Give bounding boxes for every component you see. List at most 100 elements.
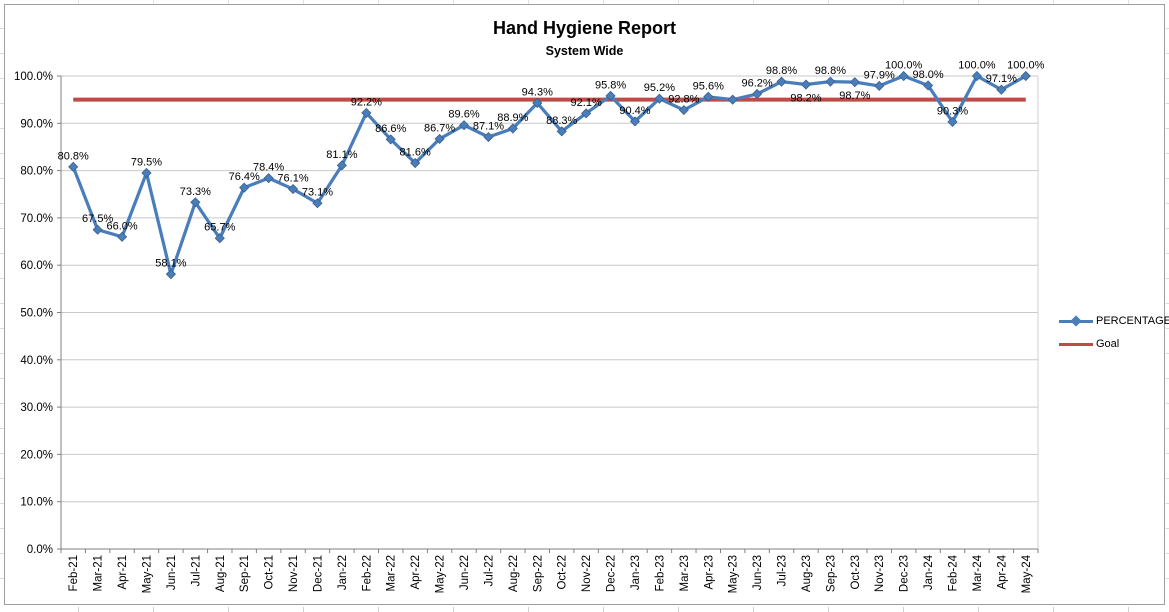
data-point-marker [996, 84, 1007, 95]
data-point-marker [776, 76, 787, 87]
data-point-marker [287, 183, 299, 195]
data-point-marker [874, 80, 885, 91]
data-point-marker [923, 80, 934, 91]
data-point-marker [849, 77, 860, 88]
data-label: 98.0% [912, 69, 943, 81]
data-label: 100.0% [958, 60, 996, 72]
x-axis-label: Feb-22 [361, 555, 373, 591]
data-label: 88.9% [497, 112, 528, 124]
data-label: 66.0% [106, 220, 137, 232]
data-label: 76.1% [277, 173, 308, 185]
legend-item-percentage[interactable]: PERCENTAGE [1059, 314, 1169, 328]
data-point-marker [116, 231, 128, 242]
data-label: 73.1% [302, 187, 333, 199]
data-label: 92.1% [571, 97, 602, 109]
spreadsheet-gridline-stubs-right [1166, 4, 1169, 602]
x-axis-label: Dec-22 [606, 555, 618, 592]
chart-legend: PERCENTAGE Goal [1059, 314, 1169, 351]
data-point-marker [165, 269, 176, 280]
chart-area[interactable]: Hand Hygiene Report System Wide 0.0% 10.0… [4, 4, 1169, 605]
data-point-marker [410, 157, 421, 169]
data-label: 79.5% [131, 156, 162, 168]
x-axis-label: Jun-22 [459, 555, 471, 590]
legend-label-percentage: PERCENTAGE [1096, 315, 1169, 327]
x-axis-label: May-21 [141, 555, 153, 593]
x-axis-label: Mar-21 [93, 555, 105, 591]
x-axis-label: Jul-23 [777, 555, 789, 586]
data-label: 87.1% [473, 121, 504, 133]
x-axis-label: Dec-21 [312, 555, 324, 592]
data-point-marker [336, 160, 347, 171]
data-point-marker [239, 182, 250, 193]
data-label: 94.3% [522, 86, 553, 98]
data-label: 92.8% [668, 94, 699, 106]
legend-label-goal: Goal [1096, 338, 1120, 350]
x-axis-label: Jan-23 [630, 555, 642, 590]
data-label: 78.4% [253, 162, 284, 174]
x-axis-label: Sep-21 [239, 555, 251, 592]
data-label: 81.1% [326, 149, 357, 161]
x-axis-label: Jul-21 [190, 555, 202, 586]
legend-item-goal[interactable]: Goal [1059, 337, 1167, 351]
data-label: 76.4% [229, 171, 260, 183]
x-axis-label: Apr-22 [410, 555, 422, 590]
x-axis-label: May-23 [728, 555, 740, 593]
plot-canvas: 0.0% 10.0% 20.0% 30.0% 40.0% 50.0% 60.0% 70.0% 8… [14, 60, 1045, 594]
data-point-marker [654, 93, 665, 104]
x-axis-label: Feb-21 [68, 555, 80, 591]
x-axis-label: Apr-23 [703, 555, 715, 590]
y-axis-label: 0.0% [27, 544, 53, 556]
data-point-marker [752, 88, 763, 100]
x-axis-label: Dec-23 [899, 555, 911, 592]
data-point-marker [507, 123, 518, 134]
chart-title: Hand Hygiene Report [492, 18, 677, 38]
data-label: 100.0% [1007, 60, 1045, 72]
data-label: 89.6% [448, 109, 479, 121]
data-label: 67.5% [82, 213, 113, 225]
x-axis-label: Oct-22 [557, 555, 569, 590]
data-point-marker [190, 197, 201, 208]
x-axis-label: Nov-22 [581, 555, 593, 592]
y-axis-label: 70.0% [20, 213, 53, 225]
spreadsheet-gridline-stubs-top [4, 0, 1166, 4]
x-axis-label: Aug-21 [215, 555, 227, 592]
data-point-marker [483, 131, 494, 143]
data-point-marker [141, 167, 152, 179]
data-point-marker [556, 126, 567, 137]
data-point-marker [263, 173, 274, 184]
data-label: 88.3% [546, 115, 577, 127]
data-label: 98.8% [766, 65, 797, 77]
data-label: 80.8% [58, 150, 89, 162]
goal-line-icon [1059, 337, 1093, 351]
data-point-marker [605, 90, 616, 101]
data-point-marker [947, 116, 958, 127]
data-label: 96.2% [742, 77, 773, 89]
data-label: 90.3% [937, 105, 968, 117]
data-label: 95.8% [595, 79, 626, 91]
data-label: 100.0% [885, 60, 923, 72]
data-point-marker [825, 76, 836, 87]
data-label: 95.2% [644, 82, 675, 94]
data-label: 98.2% [790, 93, 821, 105]
y-axis-label: 50.0% [20, 308, 53, 320]
x-axis-label: Mar-22 [386, 555, 398, 591]
data-point-marker [581, 108, 592, 119]
data-point-marker [532, 97, 543, 109]
data-label: 98.7% [839, 90, 870, 102]
x-axis-label: Oct-21 [264, 555, 276, 590]
data-point-marker [800, 79, 812, 90]
data-point-marker [92, 224, 103, 235]
data-point-marker [68, 161, 79, 172]
data-point-marker [727, 94, 738, 105]
data-point-marker [458, 120, 470, 131]
data-point-marker [361, 107, 372, 118]
data-label: 73.3% [180, 186, 211, 198]
data-label: 90.4% [619, 105, 650, 117]
y-axis-label: 40.0% [20, 355, 53, 367]
data-point-marker [703, 91, 714, 102]
data-point-marker [214, 233, 225, 244]
x-axis-label: Feb-23 [654, 555, 666, 591]
x-axis-label: Apr-24 [996, 554, 1008, 589]
x-axis-label: Apr-21 [117, 555, 129, 590]
data-label: 86.6% [375, 123, 406, 135]
